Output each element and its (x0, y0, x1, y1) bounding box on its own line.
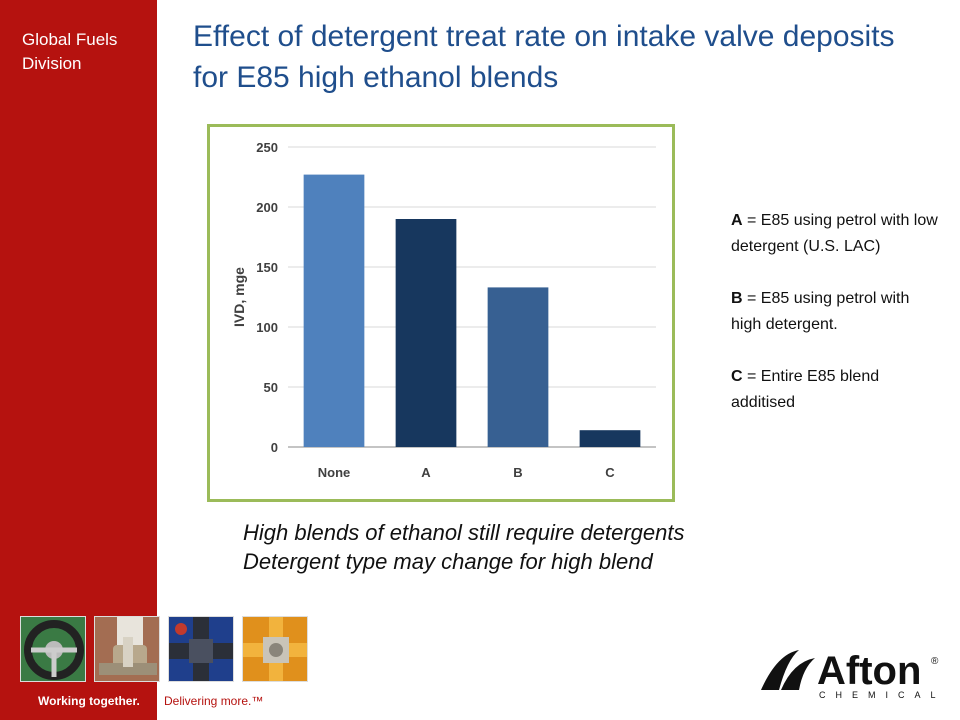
key-text: = E85 using petrol with high detergent. (731, 290, 909, 333)
x-tick-label: A (421, 465, 431, 480)
x-tick-label: B (513, 465, 522, 480)
tagline-delivering: Delivering more.™ (164, 694, 263, 708)
key-entry-a: A = E85 using petrol with low detergent … (731, 208, 941, 260)
photo-tiles (20, 616, 310, 682)
pipe-junction-icon (168, 616, 234, 682)
valve-pipe-icon (94, 616, 160, 682)
slide-title: Effect of detergent treat rate on intake… (193, 16, 933, 98)
y-tick-label: 100 (256, 320, 278, 335)
bar-chart: 0 50 100 150 200 250 None A B C IVD, mge (210, 127, 672, 499)
brand-sidebar: Global Fuels Division (0, 0, 157, 720)
key-entry-b: B = E85 using petrol with high detergent… (731, 286, 941, 338)
key-text: = E85 using petrol with low detergent (U… (731, 212, 938, 255)
key-entry-c: C = Entire E85 blend additised (731, 364, 941, 416)
key-letter: C (731, 368, 743, 385)
logo-subtext: CHEMICAL (819, 690, 945, 700)
bar-c (580, 430, 641, 447)
x-tick-label: None (318, 465, 351, 480)
bar-a (396, 219, 457, 447)
y-tick-label: 150 (256, 260, 278, 275)
y-tick-label: 0 (271, 440, 278, 455)
pipe-fitting-icon (242, 616, 308, 682)
y-tick-label: 200 (256, 200, 278, 215)
footer-tagline: Working together. Delivering more.™ (0, 690, 330, 720)
key-letter: B (731, 290, 743, 307)
note-line-2: Detergent type may change for high blend (243, 547, 843, 576)
chart-key: A = E85 using petrol with low detergent … (731, 208, 941, 442)
key-text: = Entire E85 blend additised (731, 368, 879, 411)
key-letter: A (731, 212, 743, 229)
division-label: Global Fuels Division (22, 28, 152, 76)
tagline-working: Working together. (38, 694, 140, 708)
logo-registered: ® (931, 656, 939, 667)
x-tick-label: C (605, 465, 615, 480)
afton-mountain-mark (761, 650, 815, 690)
y-tick-label: 50 (264, 380, 278, 395)
y-tick-label: 250 (256, 140, 278, 155)
y-axis-label: IVD, mge (231, 267, 247, 327)
note-line-1: High blends of ethanol still require det… (243, 518, 843, 547)
afton-logo: Afton ® CHEMICAL (755, 640, 945, 702)
conclusion-notes: High blends of ethanol still require det… (243, 518, 843, 576)
bar-none (304, 175, 365, 447)
chart-frame: 0 50 100 150 200 250 None A B C IVD, mge (207, 124, 675, 502)
logo-wordmark: Afton (817, 649, 921, 693)
steering-wheel-icon (20, 616, 86, 682)
bar-b (488, 287, 549, 447)
